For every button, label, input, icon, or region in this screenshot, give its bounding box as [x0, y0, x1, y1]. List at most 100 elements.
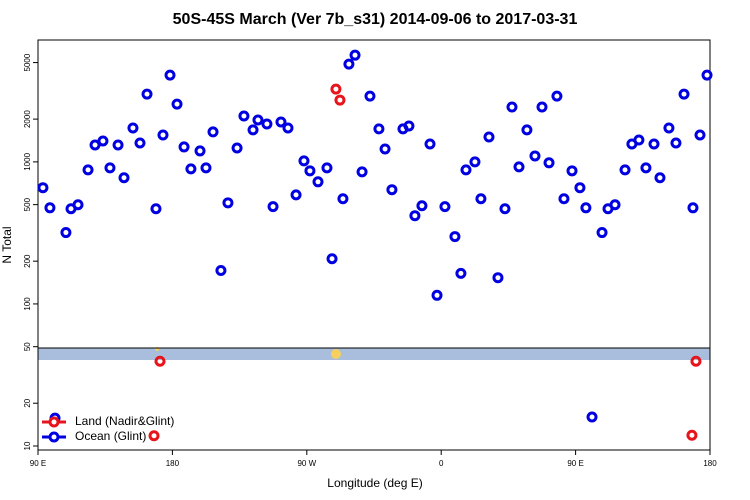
- legend-marker: [48, 431, 60, 443]
- point: [304, 165, 316, 177]
- legend-label: Ocean (Glint): [75, 429, 146, 443]
- point: [521, 124, 533, 136]
- point: [72, 199, 84, 211]
- point: [469, 156, 481, 168]
- point: [247, 124, 259, 136]
- y-tick-label: 500: [23, 197, 32, 211]
- point: [364, 90, 376, 102]
- x-tick-label: 180: [166, 459, 180, 468]
- point: [439, 201, 451, 213]
- point: [282, 122, 294, 134]
- point: [499, 203, 511, 215]
- x-tick-label: 180: [703, 459, 717, 468]
- point: [112, 139, 124, 151]
- point: [343, 58, 355, 70]
- y-tick-label: 5000: [23, 53, 32, 71]
- point: [157, 129, 169, 141]
- point: [403, 120, 415, 132]
- point: [701, 69, 713, 81]
- point: [334, 94, 346, 106]
- point: [455, 267, 467, 279]
- point: [580, 202, 592, 214]
- y-tick-label: 2000: [23, 110, 32, 128]
- point: [321, 162, 333, 174]
- point: [150, 203, 162, 215]
- point: [609, 199, 621, 211]
- x-tick-label: 90 W: [297, 459, 316, 468]
- point: [200, 162, 212, 174]
- point: [640, 162, 652, 174]
- y-tick-label: 1000: [23, 152, 32, 170]
- point: [431, 289, 443, 301]
- point: [678, 88, 690, 100]
- point: [483, 131, 495, 143]
- point: [386, 184, 398, 196]
- point: [312, 176, 324, 188]
- point: [373, 123, 385, 135]
- x-tick-label: 0: [439, 459, 444, 468]
- legend-marker: [48, 416, 60, 428]
- y-tick-label: 10: [23, 441, 32, 450]
- point: [261, 118, 273, 130]
- legend-label: Land (Nadir&Glint): [75, 414, 174, 428]
- point: [154, 355, 166, 367]
- point: [171, 98, 183, 110]
- point: [543, 157, 555, 169]
- point: [574, 182, 586, 194]
- point: [194, 145, 206, 157]
- point: [104, 162, 116, 174]
- point: [690, 355, 702, 367]
- point: [89, 139, 101, 151]
- point: [148, 430, 160, 442]
- point: [596, 227, 608, 239]
- x-tick-label: 90 E: [30, 459, 46, 468]
- point: [164, 69, 176, 81]
- point: [178, 141, 190, 153]
- point: [231, 142, 243, 154]
- point: [648, 138, 660, 150]
- band: [38, 348, 710, 360]
- point: [207, 126, 219, 138]
- point: [633, 134, 645, 146]
- chart-title: 50S-45S March (Ver 7b_s31) 2014-09-06 to…: [173, 11, 578, 28]
- point: [222, 197, 234, 209]
- point: [82, 164, 94, 176]
- x-tick-label: 90 E: [567, 459, 583, 468]
- point: [326, 253, 338, 265]
- point: [586, 411, 598, 423]
- point: [238, 110, 250, 122]
- point: [290, 189, 302, 201]
- point: [663, 122, 675, 134]
- point: [492, 272, 504, 284]
- point: [379, 143, 391, 155]
- point: [60, 227, 72, 239]
- point: [134, 137, 146, 149]
- point: [687, 202, 699, 214]
- point: [475, 193, 487, 205]
- point: [513, 161, 525, 173]
- point: [416, 200, 428, 212]
- point: [529, 150, 541, 162]
- x-axis-label: Longitude (deg E): [327, 476, 422, 490]
- point: [460, 164, 472, 176]
- y-tick-label: 50: [23, 342, 32, 351]
- point: [141, 88, 153, 100]
- point: [536, 101, 548, 113]
- point: [127, 122, 139, 134]
- point: [267, 201, 279, 213]
- point: [566, 165, 578, 177]
- point: [37, 182, 49, 194]
- point: [424, 138, 436, 150]
- point: [654, 172, 666, 184]
- point: [349, 49, 361, 61]
- point: [185, 163, 197, 175]
- point: [409, 210, 421, 222]
- point: [506, 101, 518, 113]
- spot: [331, 349, 341, 359]
- y-axis-label: N Total: [0, 226, 14, 263]
- point: [670, 137, 682, 149]
- y-tick-label: 200: [23, 254, 32, 268]
- point: [118, 172, 130, 184]
- plot-frame: [37, 39, 711, 451]
- point: [252, 114, 264, 126]
